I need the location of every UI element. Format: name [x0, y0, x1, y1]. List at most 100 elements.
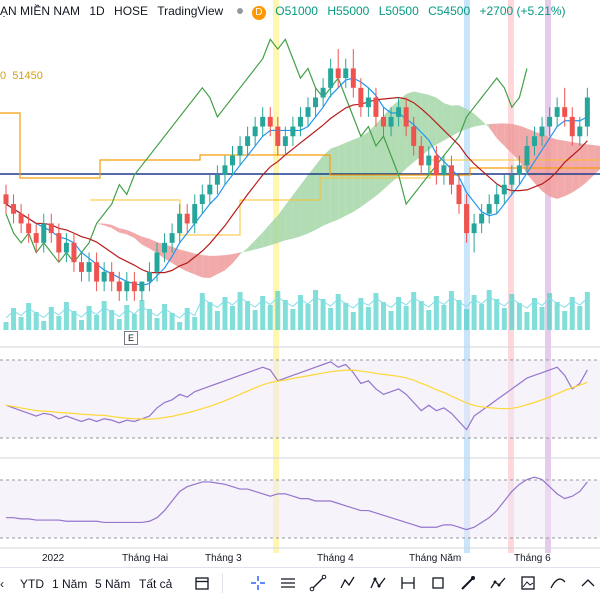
cloud-segment [277, 205, 286, 243]
cloud-segment [141, 236, 150, 249]
volume-bar [320, 299, 326, 330]
candle-body [245, 136, 251, 146]
curve-icon[interactable] [548, 573, 568, 593]
separator [222, 573, 243, 593]
volume-bar [26, 303, 32, 330]
candle-body [365, 97, 371, 108]
chart-canvas[interactable] [0, 0, 600, 567]
candle-body [101, 271, 107, 282]
candle-body [350, 68, 356, 88]
more-icon[interactable] [578, 573, 598, 593]
crosshair-icon[interactable] [248, 573, 268, 593]
cloud-segment [451, 105, 459, 137]
range-5y[interactable]: 5 Năm [95, 577, 131, 591]
pattern-icon[interactable] [338, 573, 358, 593]
cloud-segment [240, 248, 248, 255]
cloud-segment [489, 123, 497, 139]
volume-bar [547, 293, 553, 330]
cloud-segment [308, 165, 316, 234]
cloud-segment [66, 204, 74, 209]
range-measure-icon[interactable] [398, 573, 418, 593]
symbol-name[interactable]: ẠN MIỀN NAM [0, 4, 81, 18]
candle-body [388, 116, 394, 127]
candle-body [18, 213, 24, 224]
cloud-segment [428, 94, 437, 150]
volume-bar [388, 311, 394, 330]
cloud-segment [557, 139, 565, 199]
calendar-icon[interactable] [192, 573, 212, 593]
horizontal-lines-icon[interactable] [278, 573, 298, 593]
range-all[interactable]: Tất cả [139, 577, 173, 591]
cloud-segment [368, 123, 376, 202]
volume-bar [71, 311, 77, 330]
x-label-mar: Tháng 3 [205, 553, 242, 564]
candle-body [48, 223, 54, 234]
ohlc-open: O51000 [275, 4, 318, 18]
cloud-segment [194, 253, 203, 278]
candle-body [63, 242, 69, 253]
volume-bar [290, 309, 296, 330]
brush-icon[interactable] [458, 573, 478, 593]
volume-bar [441, 305, 447, 330]
path-icon[interactable] [488, 573, 508, 593]
volume-bar [169, 313, 175, 330]
volume-bar [328, 308, 334, 330]
highlight-band-3 [545, 0, 551, 553]
candle-body [562, 107, 568, 117]
interval[interactable]: 1D [89, 4, 105, 18]
volume-bar [41, 321, 47, 330]
cloud-segment [119, 228, 127, 235]
level-step-line [0, 112, 600, 179]
candle-body [237, 145, 243, 156]
cloud-segment [383, 106, 392, 190]
candle-body [214, 175, 220, 185]
candle-body [464, 204, 470, 234]
candle-body [94, 262, 100, 282]
volume-bar [3, 322, 9, 330]
cloud-segment [292, 185, 301, 239]
candle-body [124, 281, 130, 292]
cloud-segment [111, 224, 120, 233]
candle-body [426, 155, 432, 166]
event-marker[interactable]: E [124, 331, 138, 345]
cloud-segment [217, 255, 225, 275]
rectangle-icon[interactable] [428, 573, 448, 593]
candle-body [569, 116, 575, 137]
candle-body [162, 242, 168, 253]
ohlc-high: H55000 [327, 4, 370, 18]
volume-bar [86, 306, 92, 330]
volume-bar [471, 295, 477, 330]
candle-body [305, 107, 311, 117]
candle-body [448, 165, 454, 185]
range-ytd[interactable]: YTD [20, 577, 44, 591]
candle-body [3, 194, 9, 205]
cloud-segment [375, 116, 384, 196]
tenkan-line [5, 77, 588, 287]
volume-bar [479, 304, 485, 330]
cloud-segment [232, 252, 241, 264]
x-label-apr: Tháng 4 [317, 553, 354, 564]
highlight-band-1 [464, 0, 470, 553]
candle-body [71, 242, 77, 263]
volume-bar [358, 298, 364, 330]
candle-body [267, 116, 273, 127]
candle-body [177, 213, 183, 234]
abcd-pattern-icon[interactable] [368, 573, 388, 593]
candle-body [41, 223, 47, 243]
cloud-segment [81, 213, 90, 219]
cloud-segment [459, 105, 467, 133]
volume-bar [124, 305, 130, 330]
volume-bar [350, 312, 356, 330]
candle-body [230, 155, 235, 166]
trend-line-icon[interactable] [308, 573, 328, 593]
volume-bar [177, 322, 183, 330]
range-1y[interactable]: 1 Năm [52, 577, 88, 591]
candle-body [109, 271, 115, 282]
volume-bar [562, 311, 568, 330]
cloud-segment [300, 175, 308, 237]
chevron-left-icon[interactable]: ‹ [0, 577, 4, 591]
candle-body [297, 116, 303, 127]
candle-body [494, 194, 500, 205]
image-icon[interactable] [518, 573, 538, 593]
volume-bar [584, 292, 590, 330]
